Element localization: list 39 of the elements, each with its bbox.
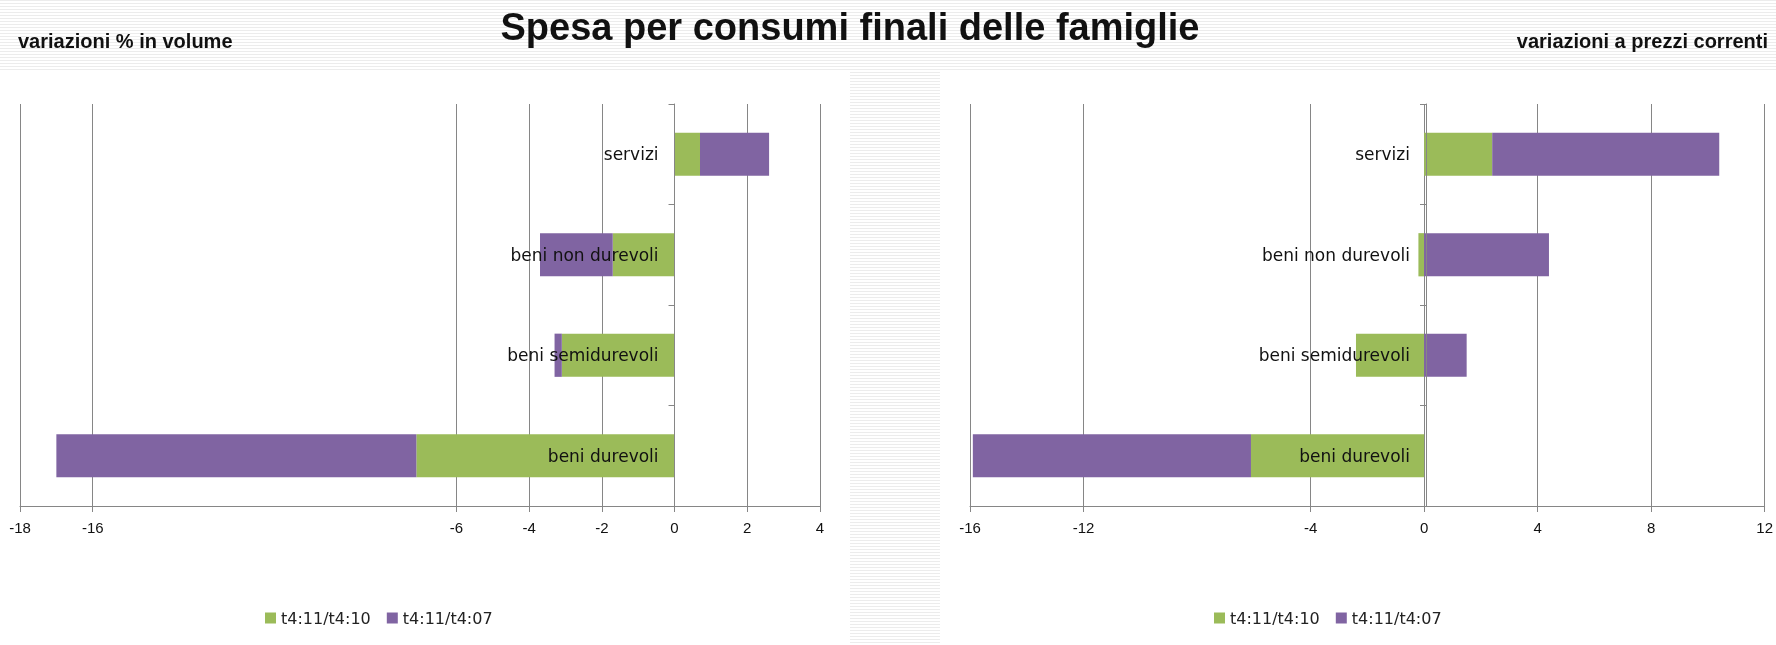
bar [1418,233,1425,277]
x-tick-label: -16 [81,519,104,536]
y-tick-label: beni durevoli [1299,445,1410,466]
x-tick-label: -18 [9,519,31,536]
bar [1424,333,1467,377]
chart-title: Spesa per consumi finali delle famiglie [500,6,1200,48]
x-tick-label: 0 [670,519,679,536]
bar [416,434,675,478]
x-tick-label: -4 [522,519,536,536]
legend-label: t4:11/t4:10 [281,608,371,628]
chart-subtitle: variazioni a prezzi correnti [1516,30,1768,53]
x-tick-label: -4 [1303,519,1318,536]
y-tick-label: beni durevoli [547,445,659,466]
y-tick-label: beni semidurevoli [1258,345,1410,366]
x-tick-label: 4 [1533,519,1542,536]
bar [1492,132,1720,176]
bar [674,132,700,176]
legend-label: t4:11/t4:10 [1230,608,1320,628]
y-tick-label: servizi [1355,144,1410,165]
x-tick-label: 8 [1646,519,1656,536]
y-tick-label: servizi [603,144,659,165]
bar [56,434,417,478]
x-tick-label: -12 [1072,519,1095,536]
y-tick-label: beni non durevoli [1261,244,1410,265]
bar [1424,132,1493,176]
bar [700,132,770,176]
x-tick-label: 4 [815,519,825,536]
bar [1250,434,1425,478]
chart-subtitle: variazioni % in volume [18,30,233,53]
x-tick-label: 2 [743,519,752,536]
x-tick-label: 12 [1756,519,1773,536]
legend-label: t4:11/t4:07 [1351,608,1442,628]
x-tick-label: -16 [959,519,981,536]
bar [972,434,1251,478]
x-tick-label: -6 [449,519,464,536]
bar [1424,233,1549,277]
x-tick-label: -2 [595,519,609,536]
x-tick-label: 0 [1419,519,1429,536]
legend-label: t4:11/t4:07 [402,608,493,628]
